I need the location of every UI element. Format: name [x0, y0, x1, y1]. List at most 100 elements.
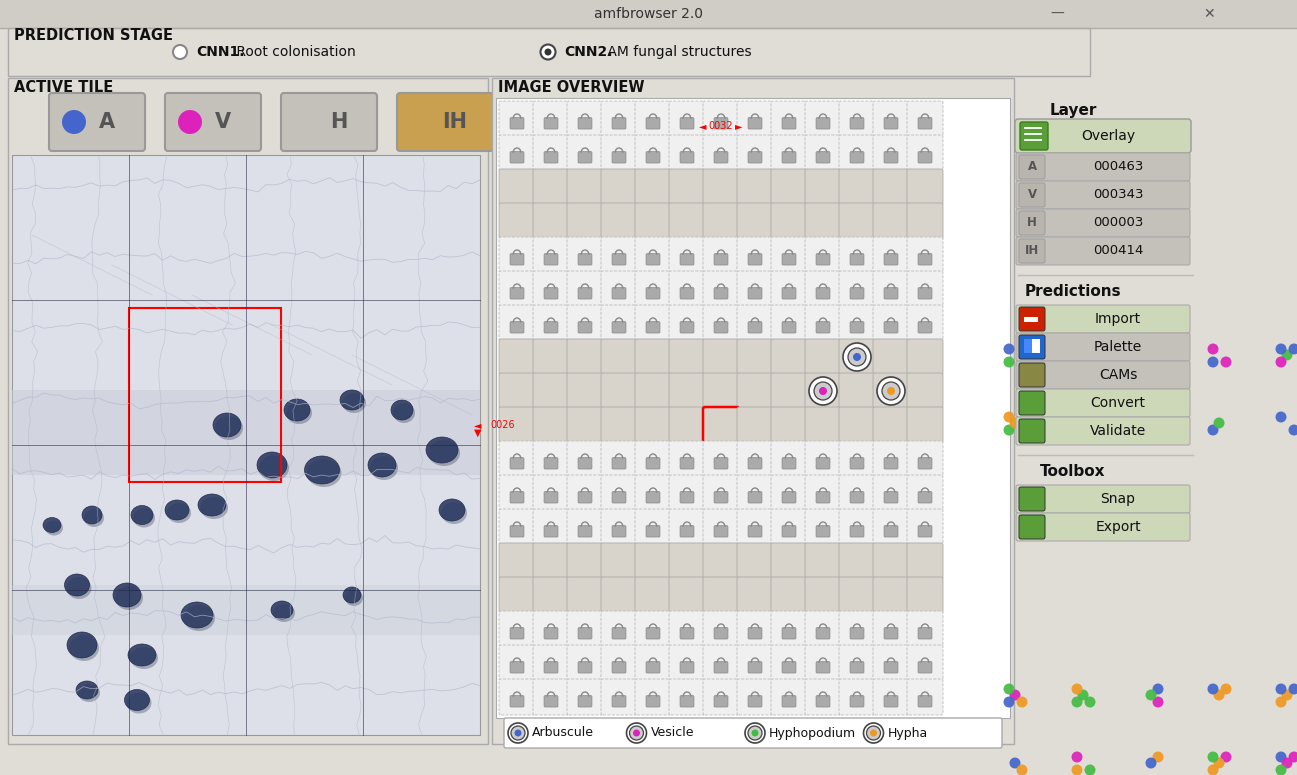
Circle shape: [1288, 425, 1297, 436]
Circle shape: [809, 377, 837, 405]
FancyBboxPatch shape: [533, 577, 569, 613]
FancyBboxPatch shape: [737, 679, 773, 715]
Ellipse shape: [345, 590, 363, 606]
Text: Layer: Layer: [1049, 102, 1097, 118]
Ellipse shape: [66, 577, 92, 599]
FancyBboxPatch shape: [873, 679, 909, 715]
Ellipse shape: [125, 690, 149, 711]
FancyBboxPatch shape: [567, 135, 603, 171]
FancyBboxPatch shape: [839, 441, 875, 477]
Ellipse shape: [182, 602, 213, 628]
FancyBboxPatch shape: [805, 339, 840, 375]
FancyBboxPatch shape: [669, 169, 706, 205]
FancyBboxPatch shape: [907, 441, 943, 477]
FancyBboxPatch shape: [839, 611, 875, 647]
Circle shape: [848, 348, 866, 366]
FancyBboxPatch shape: [873, 169, 909, 205]
FancyBboxPatch shape: [601, 407, 637, 443]
FancyBboxPatch shape: [646, 662, 660, 673]
FancyBboxPatch shape: [715, 288, 728, 299]
Ellipse shape: [340, 390, 364, 410]
Ellipse shape: [342, 587, 361, 603]
FancyBboxPatch shape: [578, 662, 591, 673]
FancyBboxPatch shape: [805, 135, 840, 171]
Text: 0026: 0026: [490, 420, 515, 430]
Bar: [492, 78, 1014, 744]
FancyBboxPatch shape: [918, 491, 933, 503]
FancyBboxPatch shape: [680, 491, 694, 503]
FancyBboxPatch shape: [669, 407, 706, 443]
Circle shape: [1288, 343, 1297, 354]
FancyBboxPatch shape: [1016, 333, 1191, 361]
Circle shape: [633, 729, 639, 736]
FancyBboxPatch shape: [567, 203, 603, 239]
Ellipse shape: [113, 583, 141, 607]
Circle shape: [864, 723, 883, 743]
FancyBboxPatch shape: [770, 543, 807, 579]
Text: CNN1.: CNN1.: [196, 45, 245, 59]
FancyBboxPatch shape: [533, 271, 569, 307]
FancyBboxPatch shape: [873, 407, 909, 443]
Text: Palette: Palette: [1093, 340, 1143, 354]
FancyBboxPatch shape: [543, 288, 558, 299]
FancyBboxPatch shape: [1019, 363, 1045, 387]
FancyBboxPatch shape: [703, 237, 739, 273]
Circle shape: [882, 382, 900, 400]
Circle shape: [508, 723, 528, 743]
FancyBboxPatch shape: [601, 611, 637, 647]
FancyBboxPatch shape: [703, 339, 739, 375]
Circle shape: [178, 110, 202, 134]
FancyBboxPatch shape: [715, 458, 728, 469]
FancyBboxPatch shape: [816, 322, 830, 333]
FancyBboxPatch shape: [748, 628, 761, 639]
FancyBboxPatch shape: [543, 253, 558, 265]
FancyBboxPatch shape: [805, 543, 840, 579]
FancyBboxPatch shape: [1019, 515, 1045, 539]
FancyBboxPatch shape: [918, 118, 933, 129]
FancyBboxPatch shape: [612, 491, 626, 503]
Bar: [8, 78, 488, 744]
FancyBboxPatch shape: [510, 662, 524, 673]
Ellipse shape: [134, 508, 156, 528]
Text: V: V: [1027, 188, 1036, 202]
FancyBboxPatch shape: [918, 696, 933, 707]
FancyBboxPatch shape: [885, 253, 898, 265]
FancyBboxPatch shape: [715, 628, 728, 639]
Ellipse shape: [271, 601, 293, 619]
FancyBboxPatch shape: [839, 577, 875, 613]
FancyBboxPatch shape: [816, 152, 830, 163]
FancyBboxPatch shape: [737, 475, 773, 511]
Circle shape: [629, 726, 643, 740]
FancyBboxPatch shape: [703, 577, 739, 613]
Circle shape: [1153, 412, 1163, 422]
Circle shape: [1275, 684, 1287, 694]
Circle shape: [1208, 343, 1218, 354]
FancyBboxPatch shape: [703, 169, 739, 205]
Circle shape: [1084, 412, 1096, 422]
FancyBboxPatch shape: [646, 118, 660, 129]
FancyBboxPatch shape: [816, 696, 830, 707]
FancyBboxPatch shape: [748, 525, 761, 537]
FancyBboxPatch shape: [703, 135, 739, 171]
FancyBboxPatch shape: [805, 169, 840, 205]
Circle shape: [1220, 752, 1231, 763]
FancyBboxPatch shape: [646, 525, 660, 537]
Bar: [12, 390, 480, 475]
FancyBboxPatch shape: [805, 577, 840, 613]
FancyBboxPatch shape: [543, 491, 558, 503]
Text: Hyphopodium: Hyphopodium: [769, 726, 856, 739]
FancyBboxPatch shape: [636, 645, 671, 681]
FancyBboxPatch shape: [669, 509, 706, 545]
FancyBboxPatch shape: [873, 237, 909, 273]
Circle shape: [1004, 684, 1014, 694]
FancyBboxPatch shape: [636, 577, 671, 613]
FancyBboxPatch shape: [510, 152, 524, 163]
Circle shape: [748, 726, 763, 740]
Circle shape: [1275, 412, 1287, 422]
FancyBboxPatch shape: [636, 373, 671, 409]
FancyBboxPatch shape: [850, 662, 864, 673]
FancyBboxPatch shape: [510, 118, 524, 129]
FancyBboxPatch shape: [748, 118, 761, 129]
Ellipse shape: [78, 684, 100, 702]
FancyBboxPatch shape: [715, 525, 728, 537]
